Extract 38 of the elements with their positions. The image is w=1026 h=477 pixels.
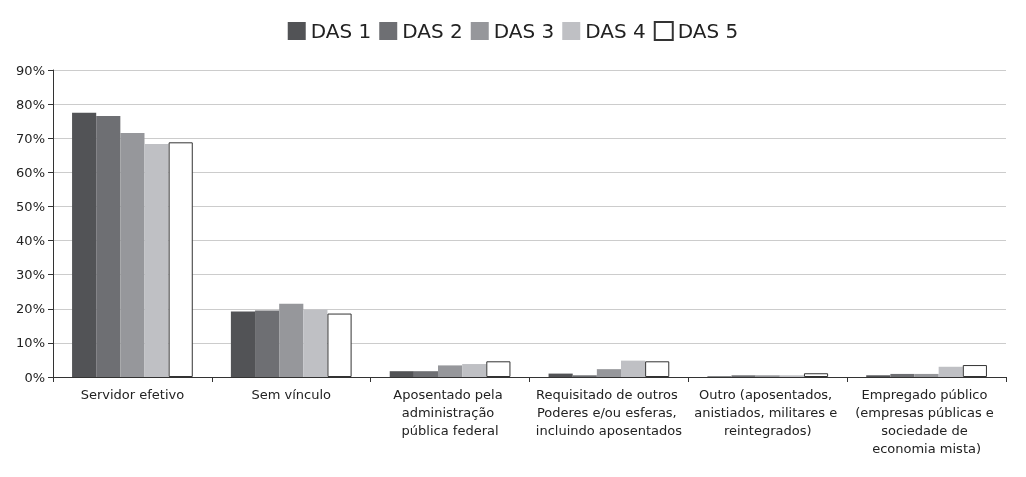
bar [389,371,414,377]
x-tick-label: Aposentado pela administração pública federal [393,386,507,438]
x-tick-label: Requisitado de outros Poderes e/ou esferas, incluindo aposentados [535,386,683,438]
y-tick-label: 50% [16,198,45,214]
x-tick-label: Servidor efetivo [80,386,185,402]
bar [279,303,304,377]
bar [255,310,280,377]
bar [72,112,97,377]
bar [303,309,328,377]
legend-label: DAS 2 [402,19,463,43]
bar [230,311,256,377]
y-tick-label: 30% [16,267,45,283]
y-tick-label: 10% [16,335,45,351]
y-tick-label: 70% [16,130,45,146]
bar [96,116,121,377]
bar [596,369,621,377]
y-tick-label: 80% [16,96,45,112]
bar [438,365,463,377]
y-tick-label: 20% [16,301,45,317]
legend-label: DAS 3 [493,19,555,43]
x-tick-label: Empregado público (empresas públicas e sociedade de economia mista) [855,386,998,456]
bar [144,144,169,377]
bar [413,371,439,377]
y-tick-label: 0% [24,369,45,385]
legend-label: DAS 4 [585,19,646,43]
y-tick-label: 90% [16,62,45,78]
bar [120,133,145,377]
legend-label: DAS 1 [310,19,372,43]
y-tick-label: 60% [16,164,45,180]
bar [462,364,487,377]
bar [890,373,915,377]
bar [938,366,963,377]
bar [620,360,646,377]
x-tick-label: Outro (aposentados, anistiados, militares e reintegrados) [694,386,842,438]
legend-label: DAS 5 [677,19,739,43]
bar [914,373,939,377]
x-tick-label: Sem vínculo [251,386,332,402]
y-tick-label: 40% [16,233,45,249]
